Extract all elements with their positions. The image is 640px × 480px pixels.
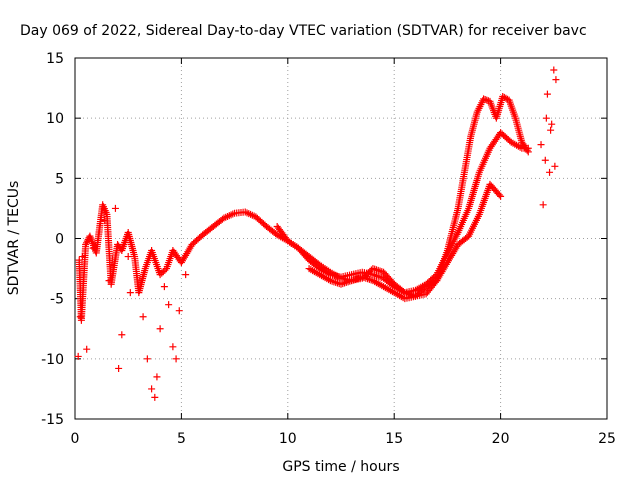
x-tick-label: 20 (492, 431, 510, 447)
data-point (539, 201, 547, 209)
data-point (182, 271, 190, 279)
data-point (156, 271, 164, 279)
data-point (537, 141, 545, 149)
data-point (160, 283, 168, 291)
y-tick-label: 5 (55, 171, 64, 187)
x-axis-label: GPS time / hours (282, 459, 399, 475)
data-point (552, 76, 560, 84)
x-tick-label: 25 (598, 431, 616, 447)
x-tick-label: 0 (71, 431, 80, 447)
data-point (158, 269, 166, 277)
data-point (546, 168, 554, 176)
data-point (115, 364, 123, 372)
data-point (551, 162, 559, 170)
data-point (151, 393, 159, 401)
data-point (148, 385, 156, 393)
data-point (78, 253, 86, 261)
y-tick-label: 0 (55, 232, 64, 248)
data-point (497, 192, 505, 200)
data-point (82, 239, 90, 247)
data-point (371, 271, 379, 279)
data-point (126, 289, 134, 297)
data-point (89, 244, 97, 252)
data-point (165, 301, 173, 309)
data-point (374, 272, 382, 280)
y-axis-label: SDTVAR / TECUs (6, 181, 22, 296)
data-point (495, 191, 503, 199)
y-tick-label: -15 (41, 412, 64, 428)
data-point (175, 307, 183, 315)
data-point (483, 96, 491, 104)
data-point (172, 355, 180, 363)
data-point (481, 96, 489, 104)
data-point (101, 216, 109, 224)
data-point (547, 126, 555, 134)
x-tick-label: 10 (279, 431, 297, 447)
data-point (82, 241, 90, 249)
data-point (124, 253, 132, 261)
data-point (111, 204, 119, 212)
y-tick-label: -5 (50, 292, 64, 308)
x-tick-label: 15 (385, 431, 403, 447)
data-point (374, 266, 382, 274)
data-point (333, 279, 341, 287)
data-point (480, 95, 488, 103)
x-tick-label: 5 (177, 431, 186, 447)
data-point (161, 266, 169, 274)
data-point (105, 277, 113, 285)
y-tick-label: 15 (46, 51, 64, 67)
chart-title: Day 069 of 2022, Sidereal Day-to-day VTE… (20, 23, 587, 39)
data-point (143, 355, 151, 363)
axis-ticks: 0 5 10 15 20 25 -15 -10 -5 0 5 10 15 (41, 51, 616, 447)
data-point (139, 313, 147, 321)
data-point (169, 343, 177, 351)
data-point (541, 156, 549, 164)
data-point (524, 144, 532, 152)
data-point (332, 278, 340, 286)
data-point (74, 352, 82, 360)
data-point (159, 268, 167, 276)
grid (75, 58, 607, 419)
data-points (74, 66, 560, 401)
data-point (550, 66, 558, 74)
data-point (372, 266, 380, 274)
data-point (548, 120, 556, 128)
y-tick-label: -10 (41, 352, 64, 368)
data-point (118, 331, 126, 339)
data-point (76, 313, 84, 321)
data-point (353, 275, 361, 283)
y-tick-label: 10 (46, 111, 64, 127)
data-point (372, 272, 380, 280)
data-point (83, 345, 91, 353)
data-point (153, 373, 161, 381)
data-point (543, 90, 551, 98)
data-point (156, 325, 164, 333)
data-point (542, 114, 550, 122)
